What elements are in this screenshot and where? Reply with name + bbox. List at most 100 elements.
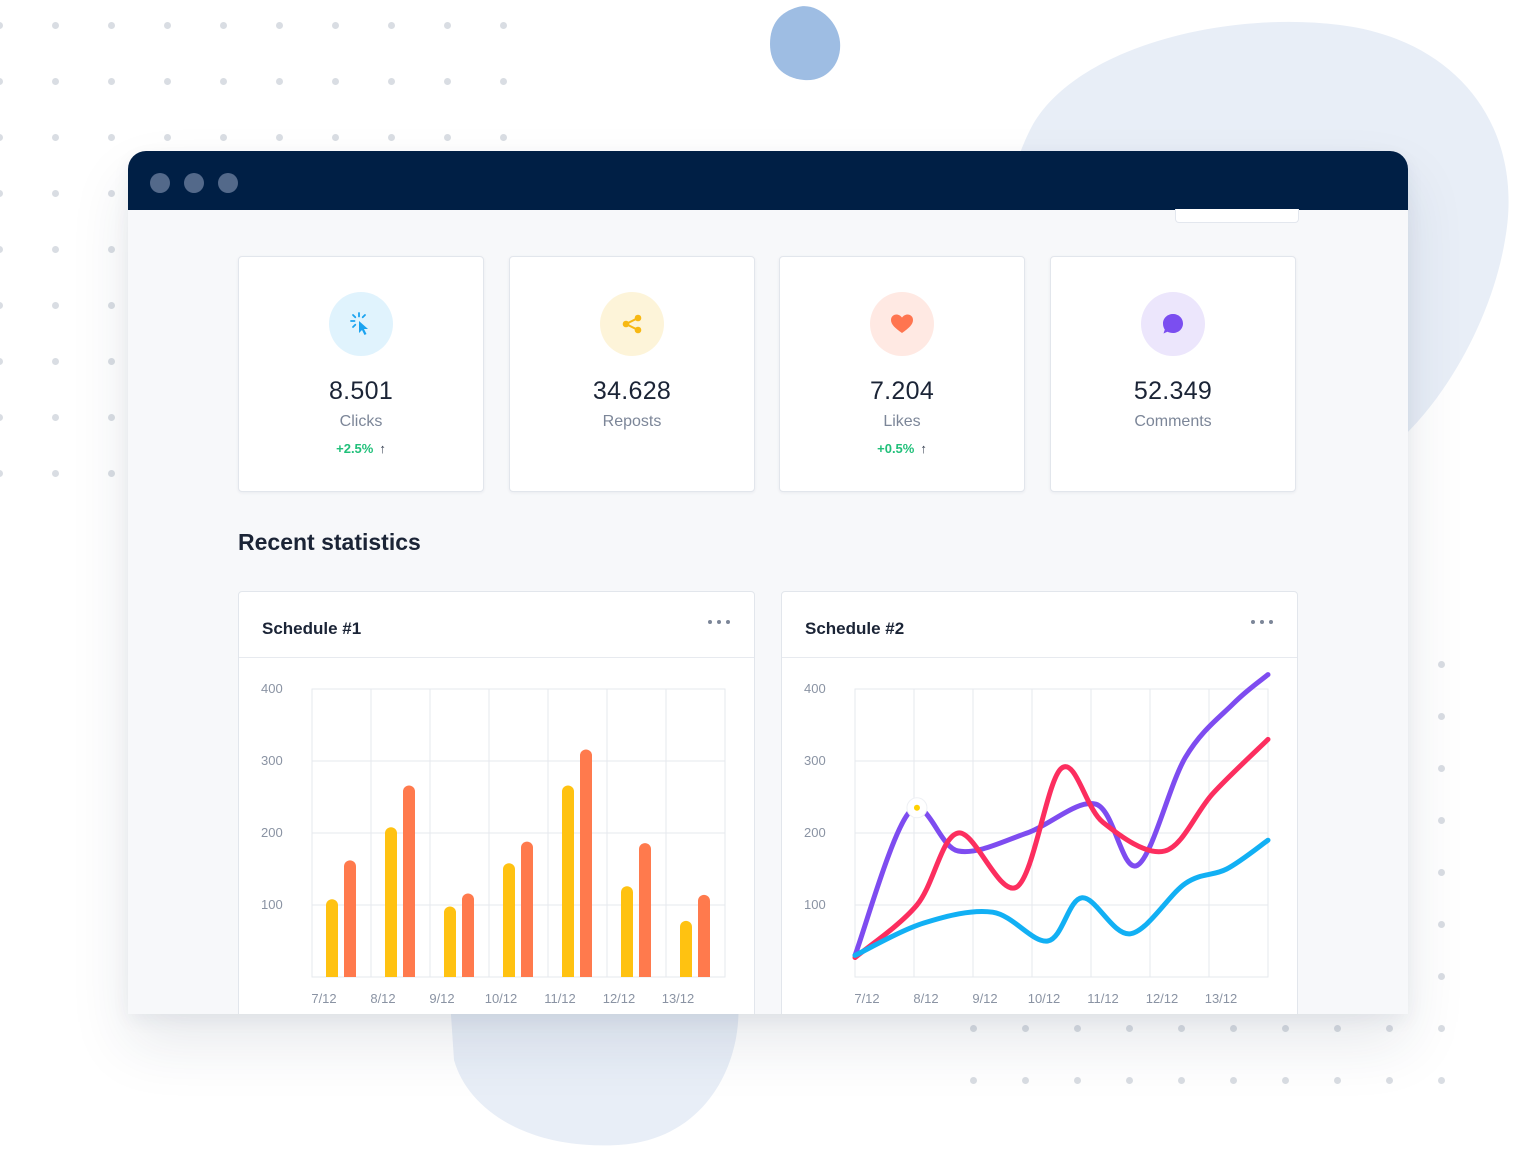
decor-dot xyxy=(108,134,115,141)
bar-base xyxy=(344,971,356,977)
decor-dot xyxy=(970,1077,977,1084)
decor-dot xyxy=(388,78,395,85)
decor-dot xyxy=(1334,1025,1341,1032)
decor-dot xyxy=(970,1025,977,1032)
stat-change: +0.5% ↑ xyxy=(780,441,1024,456)
bar xyxy=(403,785,415,977)
decor-dot xyxy=(1022,1077,1029,1084)
window-minimize-button[interactable] xyxy=(184,173,204,193)
dot xyxy=(708,620,712,624)
x-tick-label: 8/12 xyxy=(370,991,395,1006)
decor-dot xyxy=(1282,1025,1289,1032)
bar xyxy=(562,785,574,977)
y-tick-label: 300 xyxy=(261,753,283,768)
decor-dot xyxy=(1334,1077,1341,1084)
decor-dot xyxy=(444,134,451,141)
decor-dot xyxy=(332,134,339,141)
decor-dot xyxy=(0,302,3,309)
header-action-button[interactable] xyxy=(1175,209,1299,223)
bar xyxy=(698,894,710,977)
window-titlebar xyxy=(128,151,1408,210)
y-tick-label: 100 xyxy=(804,897,826,912)
decor-dot xyxy=(1438,869,1445,876)
highlight-point-center xyxy=(913,804,920,811)
series-line xyxy=(852,736,1271,961)
stat-card-reposts: 34.628 Reposts xyxy=(509,256,755,492)
bar-base xyxy=(562,971,574,977)
decor-dot xyxy=(276,78,283,85)
bar xyxy=(385,827,397,977)
stat-value: 8.501 xyxy=(328,377,394,405)
bar-base xyxy=(444,971,456,977)
decor-dot xyxy=(1022,1025,1029,1032)
stat-change-value: +0.5% xyxy=(877,441,915,456)
decor-dot xyxy=(1438,1025,1445,1032)
decor-dot xyxy=(1438,1077,1445,1084)
stat-value: 34.628 xyxy=(592,377,672,405)
stat-label: Clicks xyxy=(339,413,383,430)
chart-header: Schedule #2 xyxy=(782,592,1297,658)
chart-card-schedule-2: Schedule #2 100 200 300 400 7/12 8/12 9/12 10/1… xyxy=(781,591,1298,1014)
chart-header: Schedule #1 xyxy=(239,592,754,658)
bar-base xyxy=(403,971,415,977)
stat-label: Likes xyxy=(883,413,921,430)
share-icon xyxy=(600,292,664,356)
dot xyxy=(1251,620,1255,624)
y-tick-label: 200 xyxy=(804,825,826,840)
x-tick-label: 9/12 xyxy=(429,991,454,1006)
decor-dot xyxy=(52,358,59,365)
more-options-button[interactable] xyxy=(708,616,730,628)
x-tick-label: 9/12 xyxy=(972,991,997,1006)
dot xyxy=(717,620,721,624)
decor-dot xyxy=(500,78,507,85)
decor-dot xyxy=(276,22,283,29)
x-tick-label: 10/12 xyxy=(485,991,518,1006)
decor-dot xyxy=(444,78,451,85)
decor-dot xyxy=(220,78,227,85)
decor-dot xyxy=(1282,1077,1289,1084)
x-tick-label: 12/12 xyxy=(1146,991,1179,1006)
decor-dot xyxy=(276,134,283,141)
decor-dot xyxy=(52,414,59,421)
chat-bubble-icon xyxy=(1141,292,1205,356)
x-tick-label: 12/12 xyxy=(603,991,636,1006)
decor-dot xyxy=(1438,661,1445,668)
decor-dot xyxy=(1126,1025,1133,1032)
bar-base xyxy=(326,971,338,977)
bar-base xyxy=(680,971,692,977)
bar xyxy=(680,920,692,977)
decor-dot xyxy=(52,470,59,477)
bar xyxy=(521,841,533,977)
window-close-button[interactable] xyxy=(150,173,170,193)
decor-dot xyxy=(332,22,339,29)
decor-dot xyxy=(1438,713,1445,720)
dot xyxy=(1269,620,1273,624)
stat-card-clicks: 8.501 Clicks +2.5% ↑ xyxy=(238,256,484,492)
decor-dot xyxy=(1074,1077,1081,1084)
stat-value: 52.349 xyxy=(1133,377,1213,405)
decor-dot xyxy=(388,134,395,141)
decor-dot xyxy=(1386,1077,1393,1084)
bar-base xyxy=(385,971,397,977)
x-tick-label: 7/12 xyxy=(854,991,879,1006)
decor-dot xyxy=(52,190,59,197)
x-tick-label: 11/12 xyxy=(544,991,576,1006)
stat-value: 7.204 xyxy=(869,377,935,405)
dot xyxy=(726,620,730,624)
decor-dot xyxy=(0,246,3,253)
decor-dot xyxy=(1438,817,1445,824)
decor-dot xyxy=(500,22,507,29)
x-tick-label: 7/12 xyxy=(311,991,336,1006)
arrow-up-icon: ↑ xyxy=(920,441,927,456)
decor-dot xyxy=(52,78,59,85)
y-tick-label: 400 xyxy=(804,681,826,696)
decor-dot xyxy=(0,134,3,141)
decor-dot xyxy=(332,78,339,85)
window-maximize-button[interactable] xyxy=(218,173,238,193)
decor-blob-small xyxy=(770,6,841,81)
bar-base xyxy=(698,971,710,977)
decor-dot xyxy=(164,134,171,141)
decor-dot xyxy=(1386,1025,1393,1032)
more-options-button[interactable] xyxy=(1251,616,1273,628)
decor-dot xyxy=(108,190,115,197)
